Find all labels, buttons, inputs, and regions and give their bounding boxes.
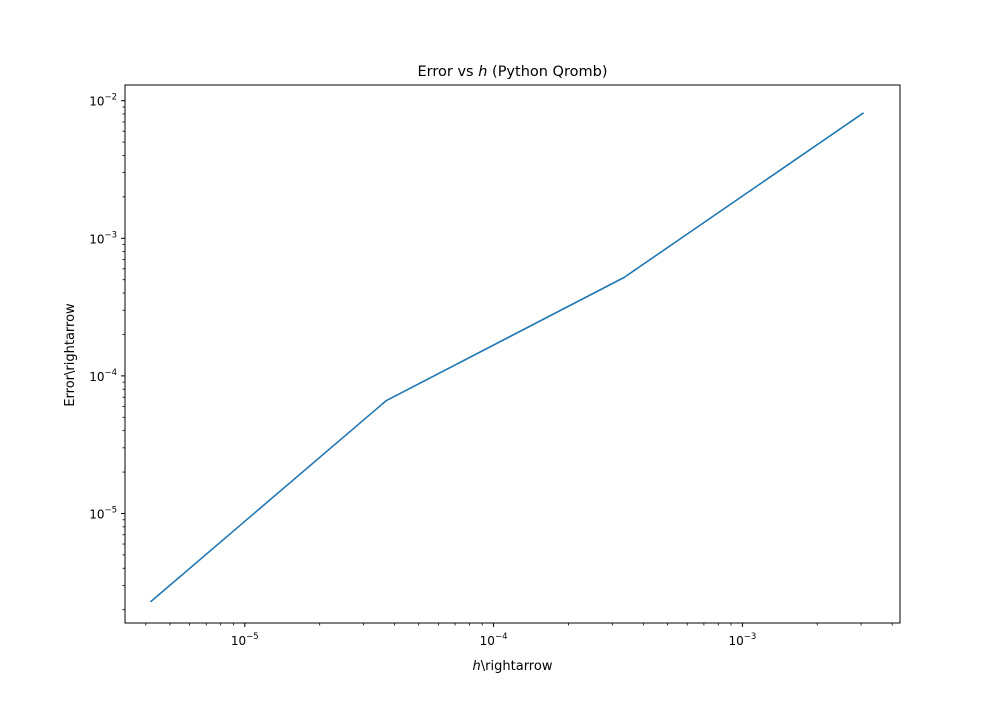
- axis-ticks: 10−5 10−4 10−3 10−5 10−4 10−3 10−2: [89, 93, 893, 648]
- y-axis-label: Error\rightarrow: [63, 303, 78, 407]
- x-axis-label: h\rightarrow: [473, 659, 553, 674]
- x-tick-label: 10−5: [231, 632, 259, 648]
- plot-area-frame: [124, 84, 901, 624]
- series-line: [149, 112, 865, 603]
- y-tick-label: 10−3: [89, 230, 117, 246]
- x-tick-label: 10−4: [480, 632, 508, 648]
- y-tick-label: 10−5: [89, 505, 117, 521]
- x-tick-label: 10−3: [728, 632, 756, 648]
- y-tick-label: 10−2: [89, 93, 117, 109]
- series-group: [149, 112, 865, 603]
- y-tick-label: 10−4: [89, 368, 117, 384]
- chart-title: Error vs h (Python Qromb): [418, 64, 608, 80]
